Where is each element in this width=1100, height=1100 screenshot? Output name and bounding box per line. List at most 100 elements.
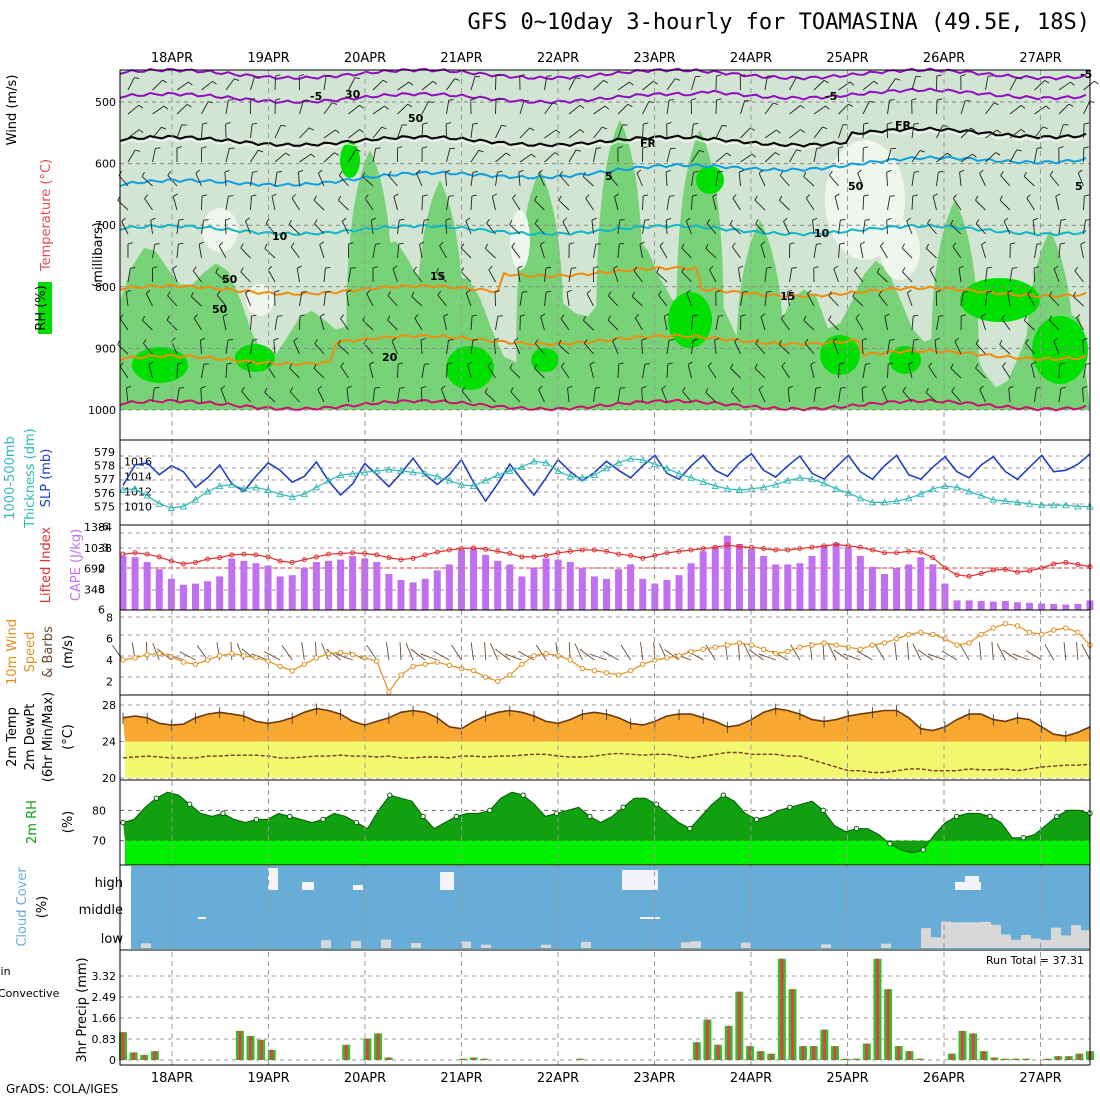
upper-wind-barb-flag	[487, 362, 492, 367]
upper-wind-barb-flag	[952, 242, 957, 247]
10m-wind-speed-marker	[676, 653, 682, 659]
rh2m-marker	[186, 801, 193, 807]
upper-wind-barb-flag	[348, 242, 354, 245]
upper-wind-barb-flag	[558, 195, 562, 201]
upper-wind-barb	[245, 292, 251, 307]
date-label-top: 18APR	[151, 51, 193, 66]
upper-wind-barb-flag	[326, 75, 332, 77]
lifted-index-marker	[1014, 569, 1020, 575]
upper-wind-barb-flag	[619, 218, 625, 221]
upper-wind-barb-flag	[585, 194, 590, 199]
date-label-bottom: 19APR	[247, 1071, 289, 1086]
upper-wind-barb-flag	[629, 81, 634, 86]
upper-wind-barb-flag	[393, 193, 399, 197]
10m-wind-speed-marker	[760, 646, 767, 653]
upper-wind-barb-flag	[579, 104, 585, 109]
thickness-marker	[566, 472, 574, 480]
upper-wind-barb-flag	[225, 218, 231, 221]
upper-wind-barb-flag	[399, 387, 405, 389]
upper-wind-barb	[764, 76, 768, 91]
upper-wind-barb-flag	[1023, 171, 1027, 177]
contour-label: 50	[212, 303, 228, 316]
10m-wind-speed-marker	[156, 650, 162, 657]
lifted-index-marker	[519, 554, 525, 560]
upper-wind-barb-flag	[319, 313, 325, 317]
upper-wind-barb	[446, 100, 450, 115]
precip-convective-bar	[812, 1046, 816, 1060]
wind10-label-2: Speed	[23, 632, 38, 673]
low-cloud-bar	[541, 944, 551, 948]
lifted-index-marker	[229, 552, 235, 558]
lifted-index-marker	[325, 551, 331, 557]
low-cloud-bar	[461, 941, 471, 948]
thickness-marker	[240, 484, 248, 492]
thickness-marker	[143, 491, 151, 499]
contour-label: 50	[222, 273, 238, 286]
precip-convective-bar	[737, 991, 741, 1060]
upper-wind-barb-flag	[959, 169, 965, 173]
upper-wind-barb	[511, 246, 521, 259]
low-cloud-bar	[941, 921, 951, 948]
upper-wind-barb	[534, 343, 545, 355]
lifted-index-marker	[253, 552, 259, 558]
upper-wind-barb-flag	[717, 171, 723, 173]
rh2m-marker	[953, 813, 960, 820]
contour-label: 10	[272, 230, 288, 243]
thickness-marker	[433, 472, 442, 480]
cape-bar	[663, 580, 671, 610]
upper-wind-barb	[980, 316, 986, 331]
upper-wind-barb-flag	[927, 218, 931, 224]
lifted-index-marker	[507, 550, 513, 556]
date-label-top: 26APR	[923, 51, 965, 66]
upper-wind-barb	[319, 244, 325, 259]
upper-wind-barb-flag	[1049, 170, 1054, 176]
upper-wind-barb-flag	[314, 219, 318, 224]
upper-wind-barb	[887, 363, 889, 379]
10m-wind-barb	[405, 643, 414, 661]
upper-wind-barb	[363, 343, 374, 355]
upper-wind-barb	[925, 392, 937, 403]
lifted-index-marker	[676, 548, 682, 554]
upper-wind-barb-flag	[839, 362, 845, 365]
upper-wind-barb	[641, 387, 643, 403]
cape-bar	[300, 568, 308, 610]
lifted-index-marker	[724, 542, 730, 548]
upper-wind-barb	[1058, 388, 1062, 403]
run-total-label: Run Total = 37.31	[986, 954, 1084, 967]
upper-wind-barb-flag	[754, 195, 758, 201]
upper-wind-barb-flag	[488, 265, 493, 271]
upper-wind-barb-flag	[732, 194, 737, 199]
upper-wind-barb	[290, 246, 300, 259]
contour-label: 5	[1075, 180, 1083, 193]
upper-wind-barb	[876, 272, 888, 283]
upper-wind-barb	[198, 244, 202, 259]
upper-wind-barb	[387, 319, 398, 331]
upper-wind-barb	[267, 269, 276, 283]
upper-wind-barb-flag	[1074, 266, 1079, 272]
dewpt-fill	[125, 741, 1090, 778]
upper-wind-barb	[323, 102, 333, 115]
10m-wind-speed-marker	[204, 657, 211, 663]
upper-wind-barb	[960, 100, 966, 115]
thickness-tick: 577	[94, 473, 115, 486]
upper-wind-barb	[470, 172, 474, 187]
10m-wind-speed-marker	[905, 631, 912, 638]
upper-wind-barb-flag	[575, 77, 581, 80]
lifted-index-marker	[241, 551, 247, 557]
upper-wind-barb-flag	[607, 315, 612, 321]
upper-wind-barb-flag	[1048, 315, 1053, 321]
pressure-tick: 500	[95, 96, 116, 109]
upper-wind-barb-flag	[1000, 171, 1004, 176]
upper-wind-barb-flag	[289, 363, 293, 369]
lifted-index-marker	[168, 558, 174, 564]
upper-wind-barb	[754, 199, 766, 211]
cape-bar	[494, 560, 502, 610]
upper-wind-barb-flag	[275, 98, 281, 101]
date-label-top: 27APR	[1019, 51, 1061, 66]
upper-wind-barb-flag	[579, 129, 585, 133]
upper-wind-barb-flag	[755, 339, 759, 344]
upper-wind-barb-flag	[355, 149, 361, 152]
upper-wind-barb-flag	[693, 338, 699, 341]
upper-wind-barb-flag	[387, 315, 391, 321]
upper-wind-barb	[176, 104, 188, 115]
